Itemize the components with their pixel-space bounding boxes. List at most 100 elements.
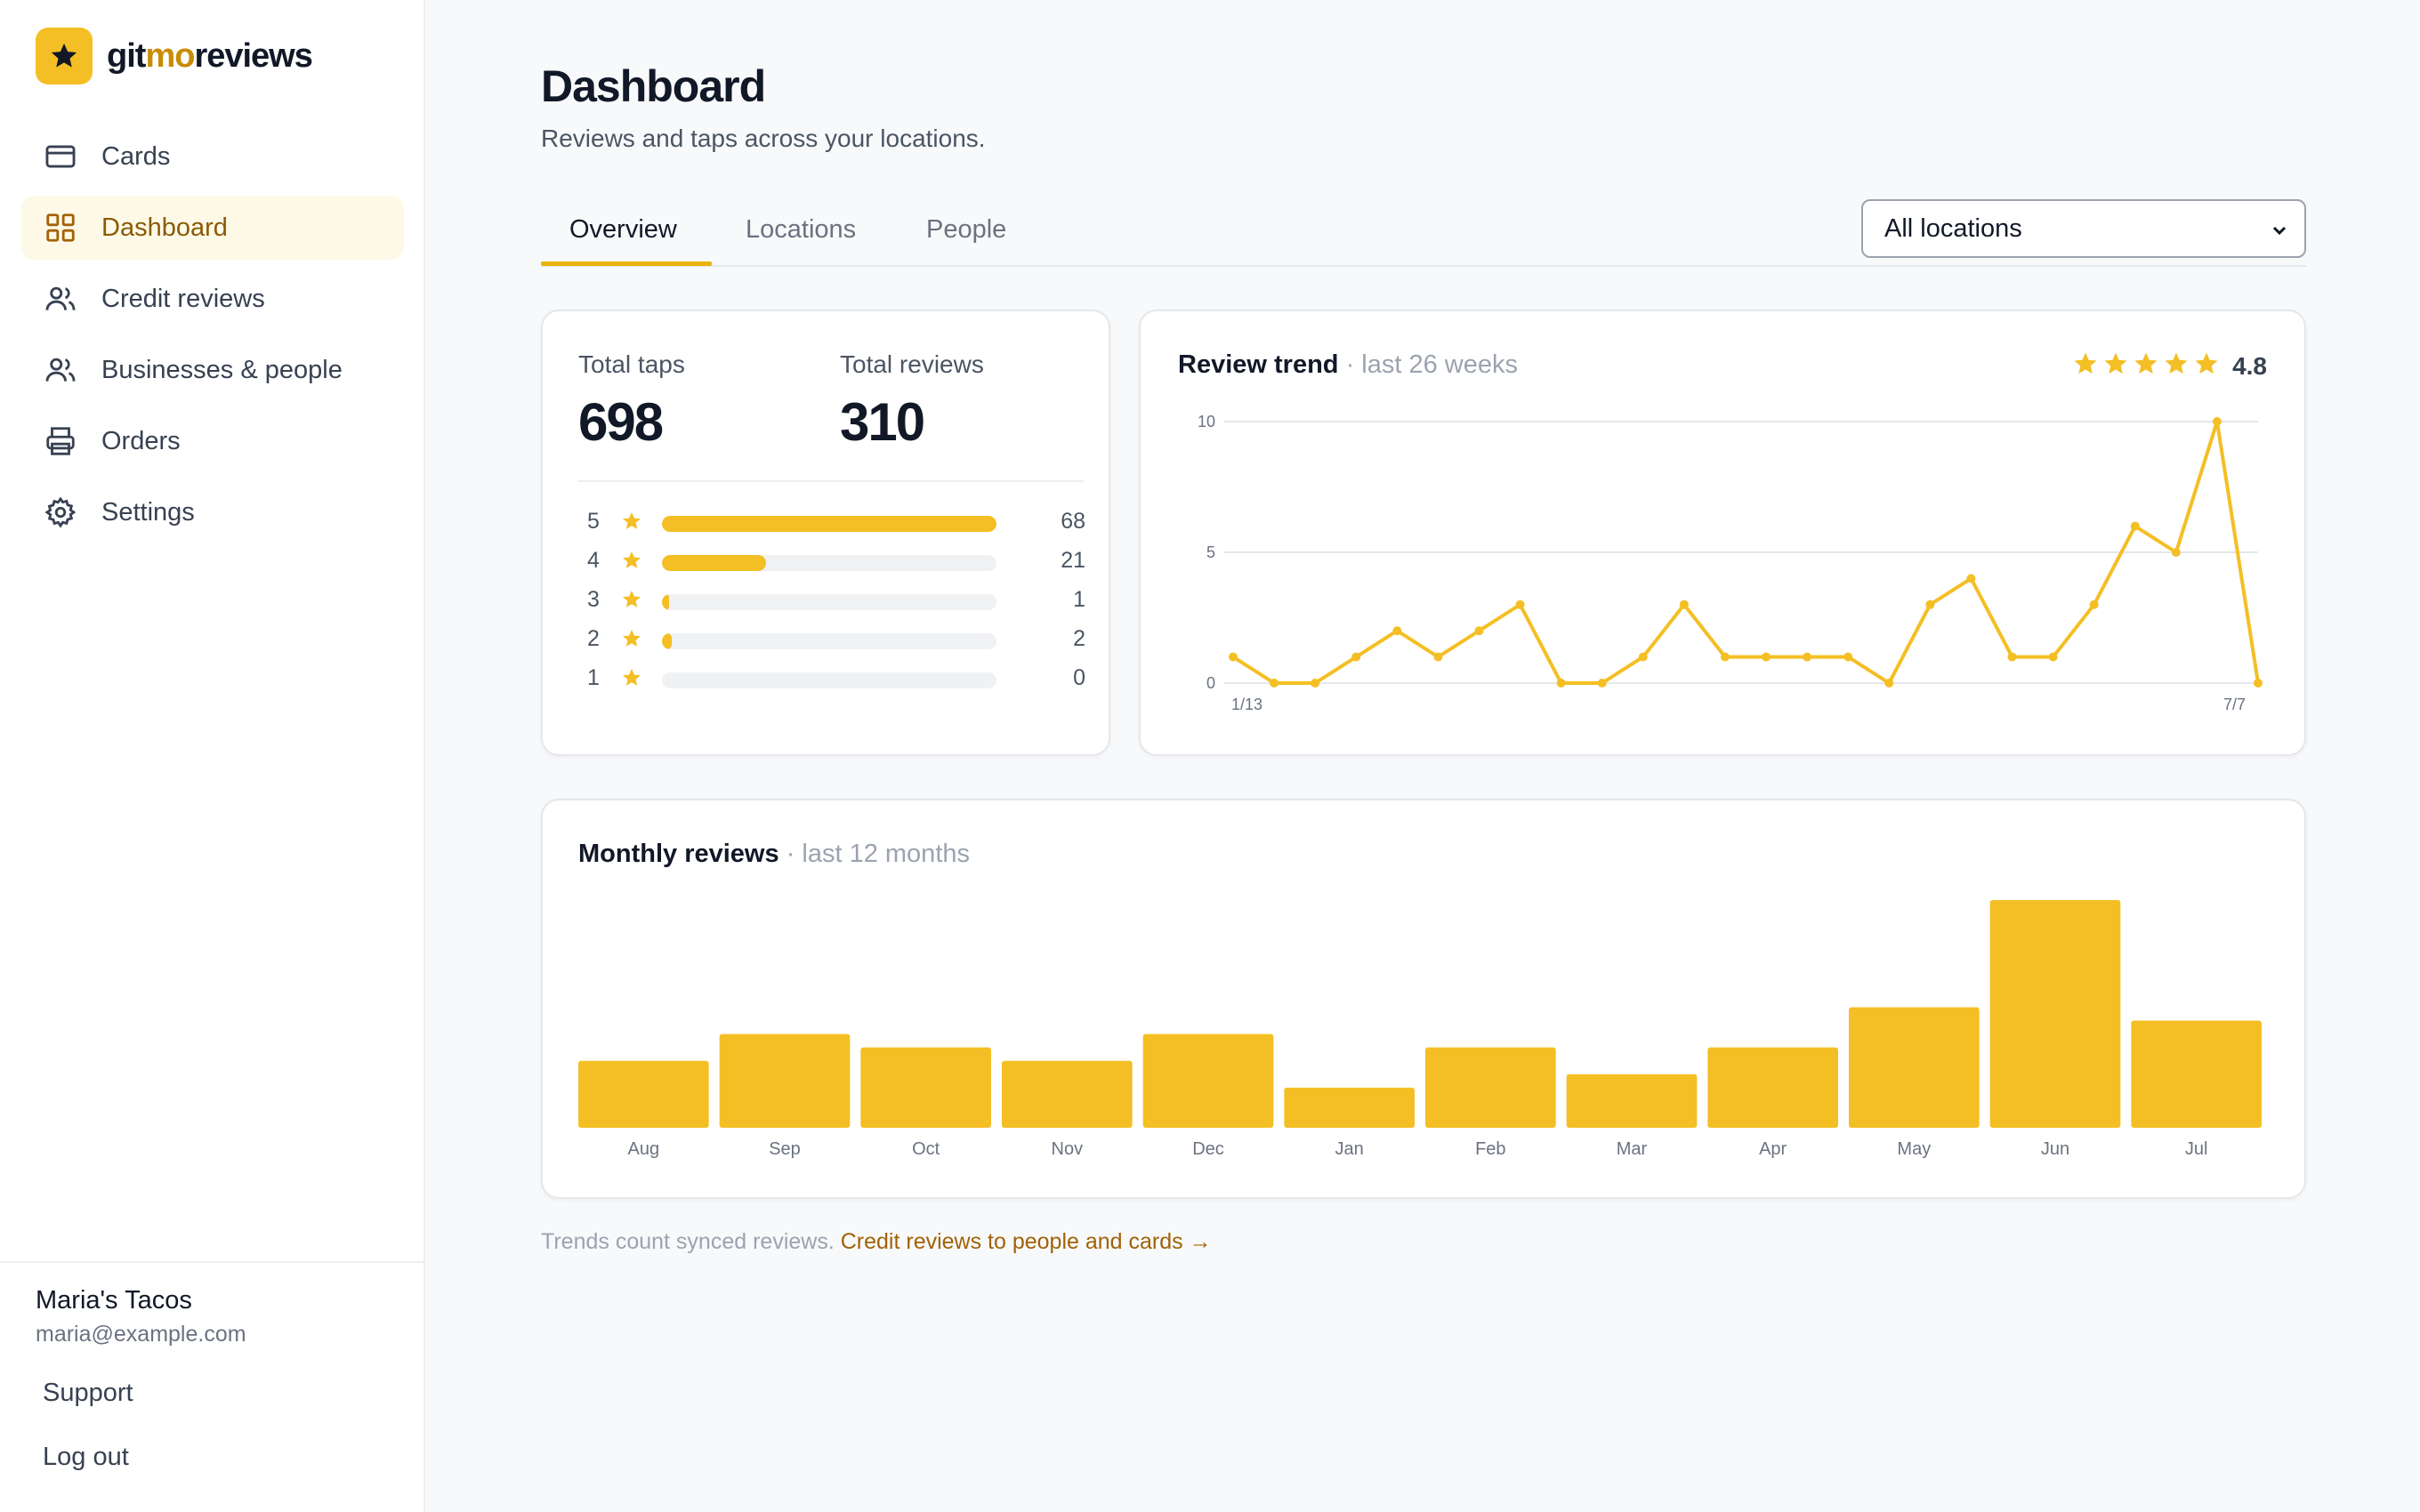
rating-bar-track <box>662 594 996 610</box>
x-tick-label: Jul <box>2185 1139 2208 1159</box>
card-icon <box>43 139 78 174</box>
star-icon <box>623 512 641 529</box>
rating-bar-fill <box>662 633 673 649</box>
footnote-text: Trends count synced reviews. <box>541 1229 835 1254</box>
trend-point <box>2171 548 2181 557</box>
support-link[interactable]: Support <box>43 1379 133 1407</box>
sidebar: gitmoreviews Cards Dashboard Credit revi… <box>0 0 425 1512</box>
trend-point <box>1556 679 1566 688</box>
x-tick-label: 7/7 <box>2223 696 2246 713</box>
trend-point <box>1762 652 1771 662</box>
x-tick-label: May <box>1897 1139 1931 1159</box>
x-tick-label: Nov <box>1052 1139 1084 1159</box>
tab-locations[interactable]: Locations <box>746 215 857 244</box>
tab-people[interactable]: People <box>926 215 1007 244</box>
star-icon <box>621 589 642 615</box>
sidebar-item-label: Orders <box>101 426 181 455</box>
star-icon <box>623 630 641 647</box>
sidebar-item-businesses-people[interactable]: Businesses & people <box>21 338 404 402</box>
x-tick-label: Aug <box>628 1139 660 1159</box>
star-icon <box>2165 352 2188 374</box>
users-icon <box>43 352 78 388</box>
x-tick-label: Dec <box>1192 1139 1224 1159</box>
sidebar-item-orders[interactable]: Orders <box>21 409 404 473</box>
star-icon <box>2074 352 2097 374</box>
monthly-bar <box>1849 1007 1980 1128</box>
active-tab-indicator <box>541 261 712 266</box>
credit-reviews-link[interactable]: Credit reviews to people and cards → <box>840 1229 1212 1254</box>
rating-count: 1 <box>1073 587 1085 612</box>
rating-stars-label: 3 <box>587 587 600 612</box>
sidebar-item-label: Dashboard <box>101 213 228 242</box>
rating-bar-fill <box>662 594 669 610</box>
star-icon <box>2195 352 2218 374</box>
trend-point <box>1679 599 1689 609</box>
x-tick-label: Feb <box>1475 1139 1505 1159</box>
sidebar-item-settings[interactable]: Settings <box>21 480 404 544</box>
monthly-bar <box>1989 900 2121 1128</box>
rating-row: 5 68 <box>587 509 1085 535</box>
rating-stars-label: 1 <box>587 665 600 690</box>
tab-overview[interactable]: Overview <box>569 215 677 244</box>
monthly-reviews-chart: Aug Sep Oct Nov Dec Jan Feb Mar Apr May Jun Jul <box>578 900 2262 1159</box>
sidebar-item-dashboard[interactable]: Dashboard <box>21 196 404 260</box>
monthly-bar <box>719 1033 851 1128</box>
rating-bar-track <box>662 672 996 688</box>
divider <box>578 480 1084 482</box>
sidebar-item-label: Settings <box>101 497 195 527</box>
y-tick-label: 10 <box>1198 413 1215 430</box>
sidebar-item-cards[interactable]: Cards <box>21 125 404 189</box>
trend-point <box>1229 652 1238 662</box>
logout-link[interactable]: Log out <box>43 1443 129 1471</box>
monthly-bar <box>1142 1033 1274 1128</box>
location-select-value: All locations <box>1884 213 2022 243</box>
rating-stars-label: 2 <box>587 626 600 651</box>
trend-point <box>2130 521 2140 531</box>
users-icon <box>43 281 78 317</box>
stats-card: Total taps 698 Total reviews 310 5 68 4 21 3… <box>541 310 1110 756</box>
sidebar-item-label: Cards <box>101 141 171 171</box>
trend-point <box>1474 626 1484 636</box>
monthly-bar <box>2131 1020 2262 1128</box>
trend-point <box>2212 417 2222 426</box>
star-icon <box>621 550 642 575</box>
y-tick-label: 5 <box>1206 543 1215 561</box>
monthly-bar <box>578 1060 709 1128</box>
star-logo-icon <box>36 28 93 84</box>
review-trend-chart: 0 5 10 1/13 7/7 <box>1198 413 2263 713</box>
brand-logo[interactable]: gitmoreviews <box>36 28 313 84</box>
trend-point <box>1720 652 1730 662</box>
star-icon <box>621 667 642 693</box>
rating-count: 21 <box>1061 548 1085 573</box>
star-icon <box>623 669 641 686</box>
x-tick-label: Jan <box>1335 1139 1364 1159</box>
sidebar-item-credit-reviews[interactable]: Credit reviews <box>21 267 404 331</box>
trend-point <box>1597 679 1607 688</box>
trend-point <box>1966 574 1976 583</box>
sidebar-nav: Cards Dashboard Credit reviews Businesse… <box>21 125 404 551</box>
rating-stars <box>2069 350 2220 382</box>
average-rating-value: 4.8 <box>2232 351 2267 380</box>
monthly-bar <box>1566 1074 1698 1128</box>
location-select[interactable]: All locations <box>1861 199 2306 258</box>
rating-count: 0 <box>1073 665 1085 690</box>
trend-point <box>1638 652 1648 662</box>
trend-point <box>1392 626 1402 636</box>
trend-point <box>1515 599 1525 609</box>
monthly-reviews-title: Monthly reviews · last 12 months <box>578 840 971 868</box>
trend-point <box>1351 652 1361 662</box>
monthly-reviews-card: Monthly reviews · last 12 months Aug Sep O… <box>541 799 2306 1199</box>
x-tick-label: Jun <box>2041 1139 2069 1159</box>
trend-point <box>2089 599 2099 609</box>
total-reviews-label: Total reviews <box>840 350 984 378</box>
rating-bar-fill <box>662 555 766 571</box>
trend-point <box>1311 679 1320 688</box>
gear-icon <box>43 495 78 530</box>
x-tick-label: 1/13 <box>1231 696 1262 713</box>
monthly-bar <box>1284 1087 1415 1128</box>
sidebar-footer: Maria's Tacos maria@example.com Support … <box>0 1261 424 1471</box>
star-icon <box>2134 352 2158 374</box>
account-email: maria@example.com <box>36 1322 246 1347</box>
